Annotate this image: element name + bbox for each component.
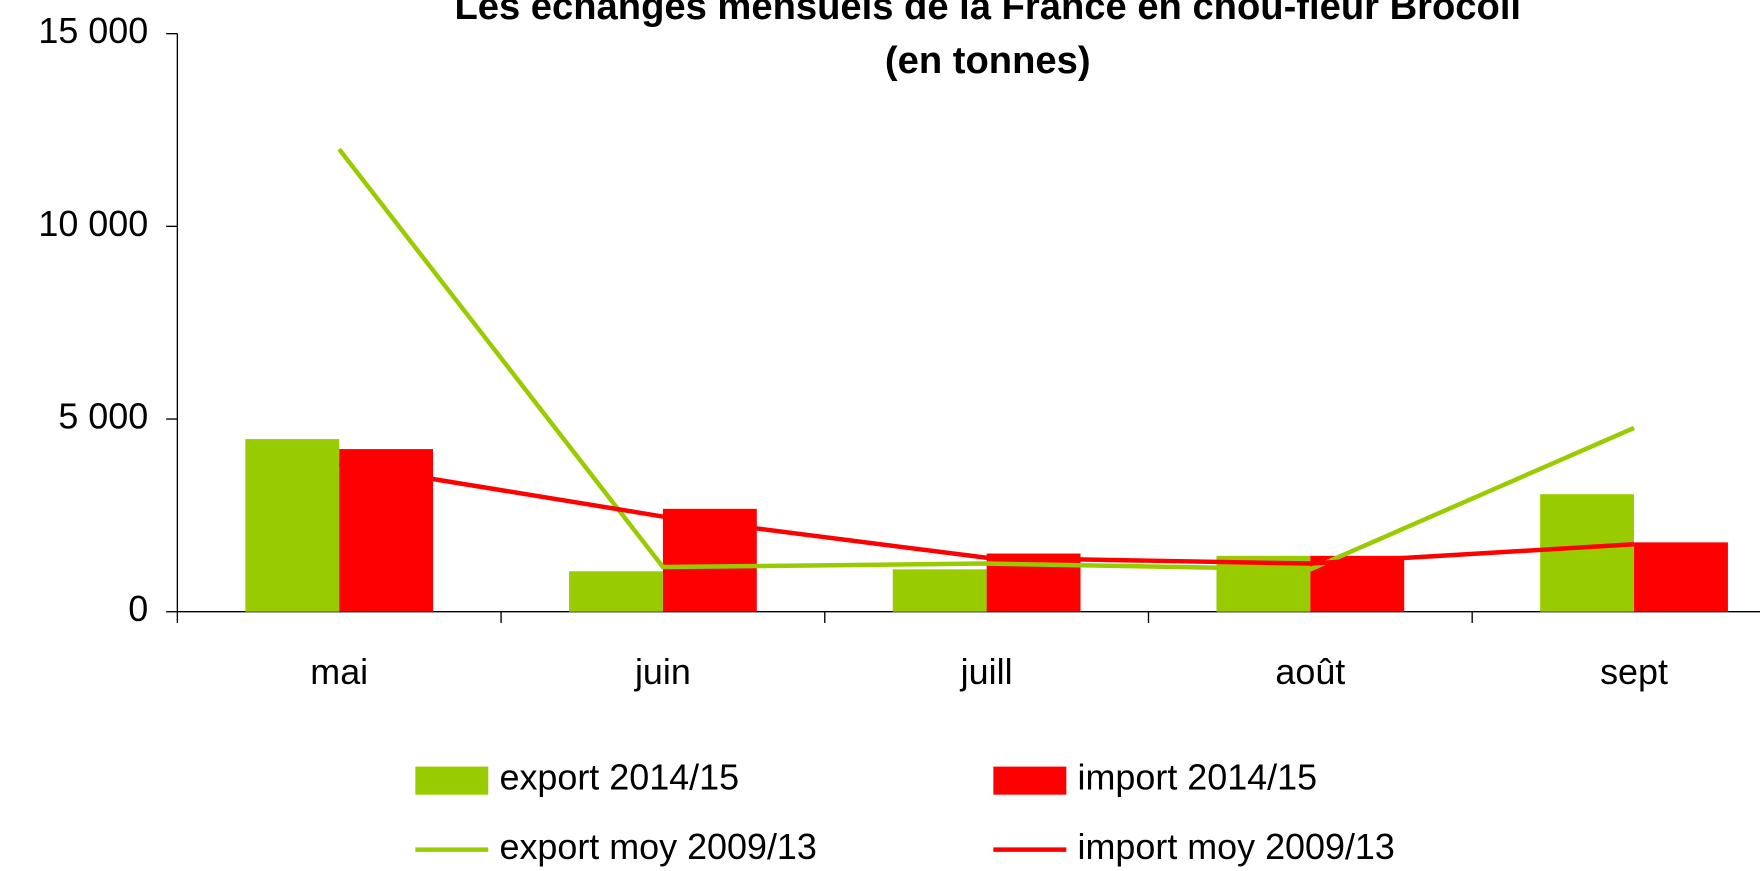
bar [1540,494,1635,612]
legend-label: import moy 2009/13 [1078,826,1395,867]
legend-swatch [415,766,489,795]
line [338,461,1635,566]
x-tick-label: juill [960,651,1013,692]
chart-title: (en tonnes) [885,39,1091,82]
bar [892,569,987,612]
x-tick-label: juin [634,651,691,692]
x-tick-label: sept [1600,651,1668,692]
x-tick-label: août [1275,651,1345,692]
legend-swatch [993,766,1067,795]
legend-label: export moy 2009/13 [499,826,816,867]
legend-label: import 2014/15 [1078,757,1318,798]
y-tick-label: 0 [128,588,148,629]
line [337,147,1635,572]
y-tick-label: 10 000 [38,203,148,244]
x-tick-label: mai [310,651,368,692]
y-tick-label: 15 000 [38,10,148,51]
bar [245,439,340,612]
bar [569,571,663,612]
y-tick-label: 5 000 [58,396,148,437]
legend-label: export 2014/15 [499,757,739,798]
bar [1634,542,1728,612]
bar [1310,555,1405,612]
chart-title: Les échanges mensuels de la France en ch… [454,0,1521,28]
